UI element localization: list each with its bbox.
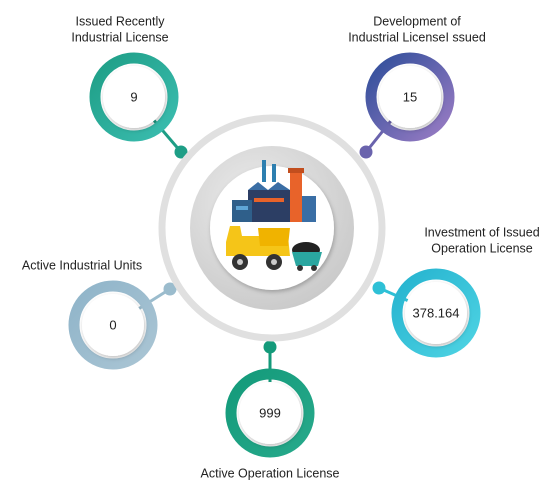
info-node: 378.164 Investment of Issued Operation Lic… [372,225,540,358]
node-label: Industrial LicenseI ssued [348,30,486,44]
node-face [239,382,301,444]
center-hub [158,114,386,342]
node-label: Development of [373,14,461,28]
connector-dot [263,340,277,354]
node-face [103,66,165,128]
node-value: 0 [109,317,116,332]
info-node: 15 Development of Industrial LicenseI ssue… [348,14,486,159]
info-node: 999 Active Operation License [201,340,340,480]
node-ring [68,280,158,370]
connector-dot [163,282,177,296]
connector-dot [372,281,386,295]
info-node: 0 Active Industrial Units [22,258,177,370]
connector-dot [359,145,373,159]
info-node: 9 Issued Recently Industrial License [71,14,188,159]
node-label: Active Industrial Units [22,258,142,272]
node-ring [391,268,481,358]
node-ring [225,368,315,458]
node-face [405,282,467,344]
node-label: Investment of Issued [424,225,539,239]
node-label: Industrial License [71,30,168,44]
industry-icon [226,160,322,271]
node-ring [89,52,179,142]
node-face [379,66,441,128]
node-label: Issued Recently [76,14,166,28]
node-label: Operation License [431,241,533,255]
node-value: 378.164 [413,305,460,320]
node-value: 15 [403,89,417,104]
node-ring [365,52,455,142]
node-face [82,294,144,356]
node-label: Active Operation License [201,466,340,480]
node-value: 9 [130,89,137,104]
node-value: 999 [259,405,281,420]
connector-dot [174,145,188,159]
